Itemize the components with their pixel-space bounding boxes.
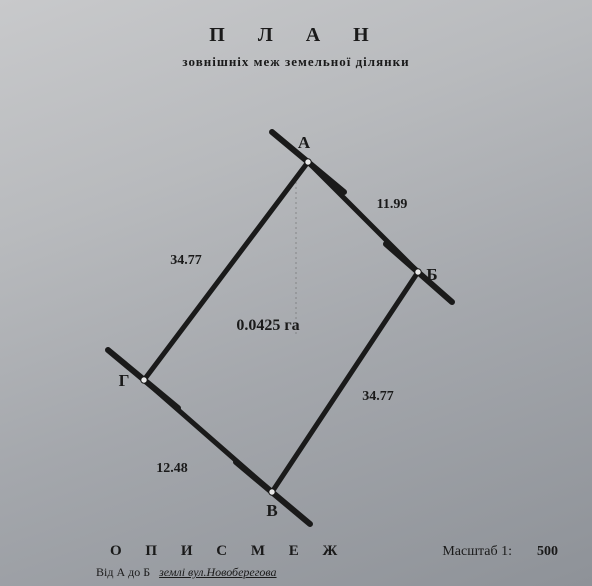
vertex-label: В bbox=[266, 501, 277, 520]
vertex-label: Г bbox=[119, 371, 130, 390]
edge-length-label: 12.48 bbox=[156, 461, 188, 476]
scale-label: Масштаб 1: bbox=[442, 544, 512, 560]
vertex-marker bbox=[269, 489, 275, 495]
desc-line-text: землі вул.Новоберегова bbox=[159, 565, 276, 579]
edge-length-label: 34.77 bbox=[362, 389, 394, 404]
parcel-edge bbox=[144, 162, 308, 380]
vertex-marker bbox=[415, 269, 421, 275]
vertex-marker bbox=[141, 377, 147, 383]
vertex-marker bbox=[305, 159, 311, 165]
parcel-edge bbox=[272, 272, 418, 492]
desc-line-prefix: Від А до Б bbox=[96, 565, 150, 579]
vertex-label: А bbox=[298, 133, 311, 152]
boundary-desc-line: Від А до Б землі вул.Новоберегова bbox=[96, 565, 277, 580]
page-title: П Л А Н bbox=[0, 24, 592, 47]
vertex-label: Б bbox=[426, 265, 437, 284]
area-label: 0.0425 га bbox=[236, 317, 299, 334]
page-subtitle: зовнішніх меж земельної ділянки bbox=[0, 54, 592, 70]
edge-length-label: 11.99 bbox=[377, 197, 408, 212]
scale-value: 500 bbox=[537, 544, 558, 560]
edge-length-label: 34.77 bbox=[170, 253, 202, 268]
parcel-plot: А Б В Г 11.99 34.77 12.48 34.77 0.0425 га bbox=[0, 100, 592, 540]
boundary-desc-title: О П И С М Е Ж bbox=[110, 543, 347, 560]
